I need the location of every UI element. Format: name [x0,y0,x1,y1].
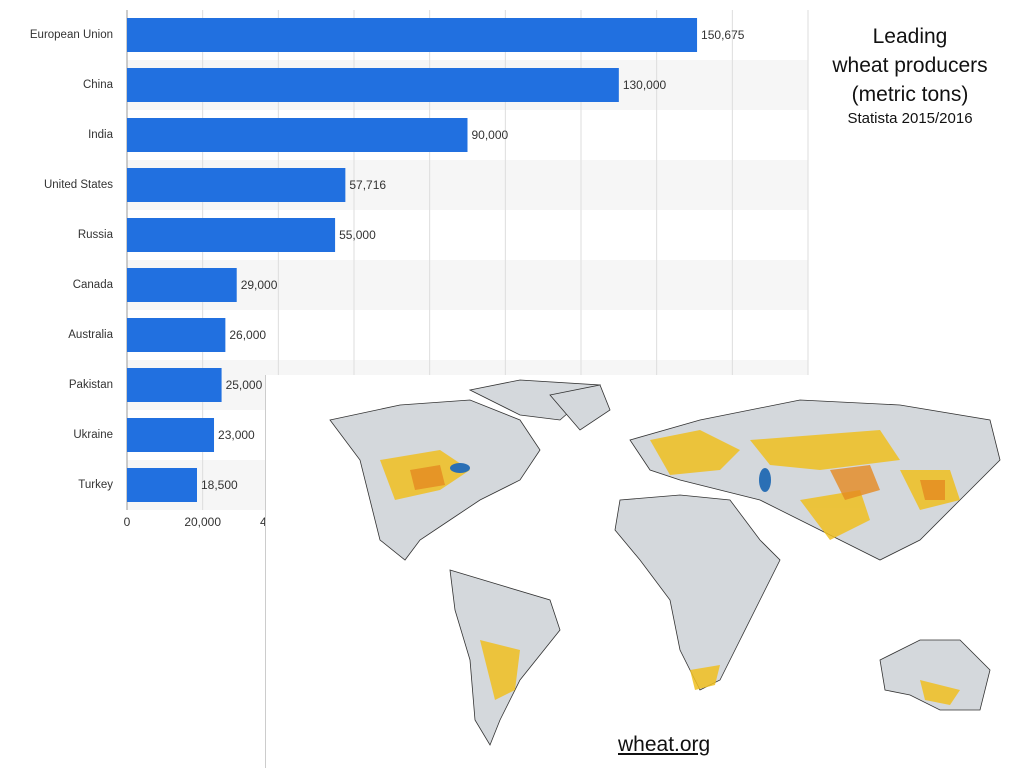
value-label: 57,716 [349,178,386,192]
y-tick-label: Russia [78,229,114,241]
world-map [265,375,1024,768]
value-label: 18,500 [201,478,238,492]
bar [127,268,237,302]
map-credit: wheat.org [618,733,711,756]
y-tick-label: Australia [68,329,113,341]
value-label: 55,000 [339,228,376,242]
y-tick-label: Turkey [78,479,113,491]
title-line: Leading [872,25,948,48]
value-label: 26,000 [229,328,266,342]
slide-title: Leading wheat producers (metric tons) St… [800,22,1020,129]
value-label: 23,000 [218,428,255,442]
y-tick-label: United States [44,179,113,191]
value-label: 150,675 [701,28,745,42]
y-tick-label: Pakistan [69,379,113,391]
value-label: 130,000 [623,78,667,92]
bar [127,368,222,402]
bar [127,468,197,502]
row-band [127,260,808,310]
bar [127,68,619,102]
x-tick-label: 0 [124,515,131,529]
source: Statista 2015/2016 [847,110,973,127]
bar [127,418,215,452]
value-label: 90,000 [472,128,509,142]
value-label: 25,000 [226,378,263,392]
bar [127,218,336,252]
bar [127,318,226,352]
y-tick-label: China [83,79,114,91]
bar [127,118,468,152]
bar [127,168,346,202]
bar [127,18,698,52]
y-tick-label: Canada [73,279,114,291]
y-tick-label: India [88,129,114,141]
x-tick-label: 20,000 [184,515,221,529]
y-tick-label: European Union [30,29,113,41]
title-line: (metric tons) [851,83,969,106]
title-line: wheat producers [832,54,988,77]
value-label: 29,000 [241,278,278,292]
y-tick-label: Ukraine [73,429,113,441]
